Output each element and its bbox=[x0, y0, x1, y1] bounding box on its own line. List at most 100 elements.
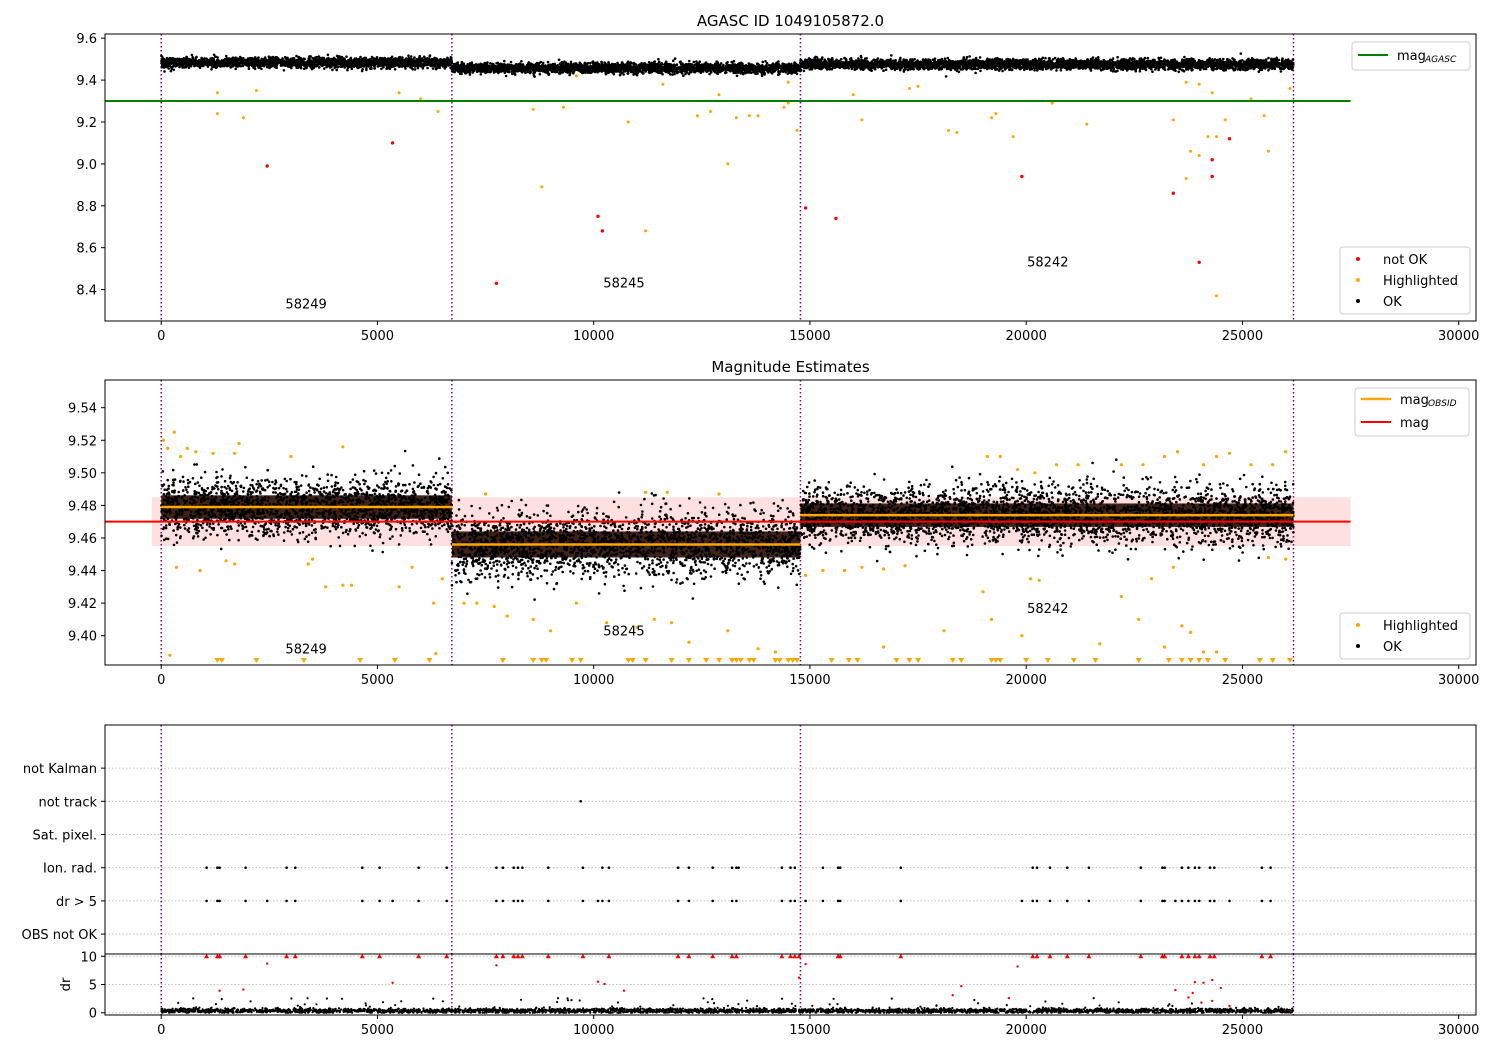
ok-point bbox=[671, 73, 674, 76]
ok-point bbox=[626, 61, 629, 65]
ok-point bbox=[320, 61, 323, 64]
ok-point bbox=[216, 56, 219, 59]
ok-point bbox=[781, 62, 784, 65]
ok-point bbox=[771, 62, 775, 66]
ok-point bbox=[410, 66, 414, 70]
ok-point bbox=[315, 55, 319, 59]
ok-point bbox=[267, 59, 271, 63]
ok-point bbox=[377, 63, 381, 66]
ok-point bbox=[393, 63, 397, 66]
ok-point bbox=[296, 58, 299, 62]
ok-point bbox=[449, 61, 452, 65]
ok-point bbox=[657, 57, 660, 61]
ok-point bbox=[406, 62, 410, 65]
ok-point bbox=[521, 63, 525, 66]
ok-point bbox=[788, 66, 792, 70]
ok-point bbox=[212, 63, 216, 66]
ok-point bbox=[214, 55, 217, 58]
ok-point bbox=[644, 67, 648, 70]
ok-point bbox=[758, 69, 761, 73]
ok-point bbox=[549, 63, 552, 67]
ok-point bbox=[622, 73, 625, 76]
ok-point bbox=[572, 62, 576, 66]
ok-point bbox=[761, 60, 765, 64]
ok-point bbox=[427, 61, 430, 64]
ok-point bbox=[734, 64, 738, 68]
ok-point bbox=[185, 62, 188, 65]
ok-point bbox=[398, 55, 402, 59]
ok-point bbox=[669, 68, 672, 71]
ok-point bbox=[384, 59, 388, 62]
ok-point bbox=[688, 71, 691, 74]
ok-point bbox=[383, 57, 387, 61]
ok-point bbox=[643, 62, 646, 65]
ok-point bbox=[326, 53, 330, 57]
ok-point bbox=[763, 73, 766, 76]
ok-point bbox=[324, 60, 328, 64]
ok-point bbox=[261, 62, 265, 65]
ok-point bbox=[610, 63, 614, 67]
ok-point bbox=[344, 62, 347, 65]
ok-point bbox=[764, 60, 767, 63]
ok-point bbox=[373, 66, 376, 70]
ok-point bbox=[225, 54, 228, 58]
ok-point bbox=[462, 63, 465, 67]
ok-point bbox=[229, 62, 232, 66]
ok-point bbox=[558, 70, 562, 73]
ok-point bbox=[579, 70, 582, 74]
ok-point bbox=[370, 56, 374, 60]
ok-point bbox=[369, 67, 372, 70]
ok-point bbox=[325, 63, 329, 67]
ok-point bbox=[295, 62, 298, 65]
ok-point bbox=[442, 58, 446, 61]
ok-point bbox=[653, 60, 656, 64]
ok-point bbox=[454, 63, 457, 66]
ok-point bbox=[191, 56, 194, 59]
ok-point bbox=[232, 61, 236, 65]
ok-point bbox=[569, 60, 573, 64]
ok-point bbox=[756, 67, 759, 70]
ok-point bbox=[339, 65, 343, 69]
ok-point bbox=[426, 57, 429, 60]
ok-point bbox=[359, 60, 363, 63]
ok-point bbox=[172, 68, 175, 72]
ok-point bbox=[485, 61, 489, 65]
ok-point bbox=[675, 63, 679, 66]
ok-point bbox=[369, 64, 373, 67]
ok-point bbox=[718, 66, 721, 69]
ok-point bbox=[635, 73, 639, 77]
ok-point bbox=[385, 65, 389, 69]
ok-point bbox=[416, 62, 419, 65]
ok-point bbox=[396, 57, 400, 60]
ok-point bbox=[332, 61, 336, 65]
ok-point bbox=[754, 72, 757, 76]
ok-point bbox=[210, 68, 213, 71]
ok-point bbox=[416, 63, 420, 67]
ok-point bbox=[445, 59, 449, 62]
ok-point bbox=[460, 60, 464, 64]
ok-point bbox=[345, 55, 348, 58]
ok-point bbox=[641, 68, 645, 72]
ok-point bbox=[356, 66, 360, 70]
ok-point bbox=[619, 72, 622, 76]
ok-point bbox=[749, 71, 753, 74]
ok-point bbox=[190, 53, 194, 57]
ok-point bbox=[386, 62, 389, 66]
ok-point bbox=[437, 65, 440, 69]
ok-point bbox=[430, 58, 434, 61]
ok-point bbox=[409, 55, 413, 58]
ok-point bbox=[333, 57, 336, 61]
ok-point bbox=[308, 55, 311, 58]
ok-point bbox=[169, 69, 173, 73]
ok-point bbox=[187, 63, 191, 67]
ok-point bbox=[513, 73, 517, 76]
ok-point bbox=[463, 68, 466, 71]
ok-point bbox=[504, 74, 508, 78]
ok-point bbox=[638, 63, 641, 66]
ok-point bbox=[695, 62, 699, 65]
ok-point bbox=[312, 66, 316, 70]
ok-point bbox=[662, 66, 665, 69]
ok-point bbox=[647, 67, 650, 70]
ok-point bbox=[336, 66, 339, 69]
ok-point bbox=[725, 62, 728, 65]
